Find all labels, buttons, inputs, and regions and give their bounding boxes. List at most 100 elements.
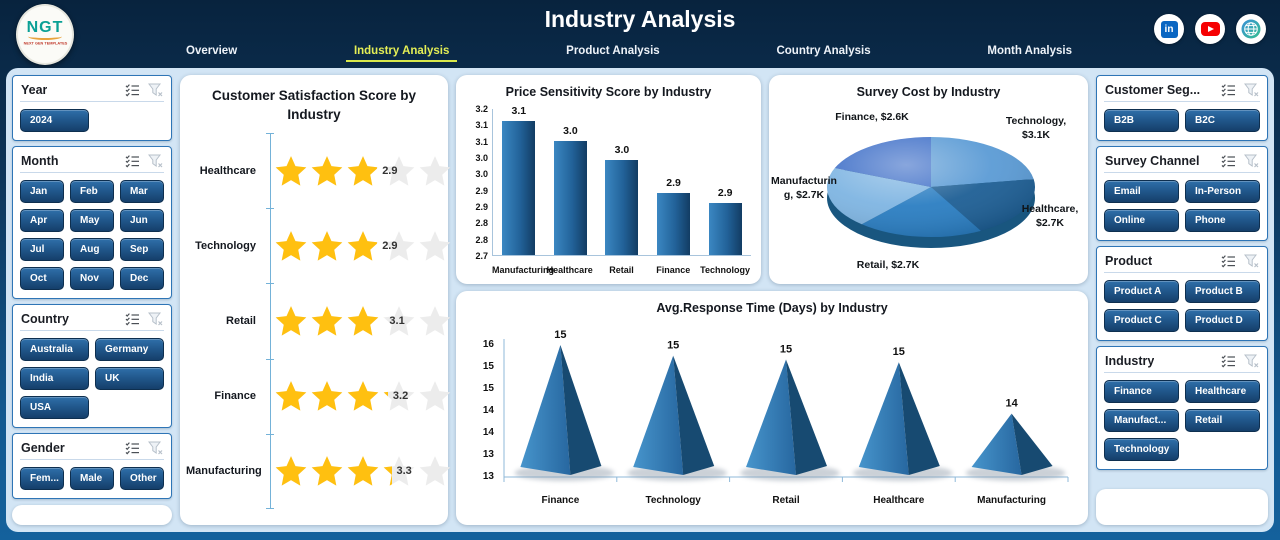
bar-healthcare: 3.0 <box>553 125 587 255</box>
filter-button-aug[interactable]: Aug <box>70 238 114 261</box>
filter-header-icons <box>125 441 163 455</box>
filter-panel-header: Gender <box>20 440 164 460</box>
filter-button-male[interactable]: Male <box>70 467 114 490</box>
nav-tab-month-analysis[interactable]: Month Analysis <box>987 45 1072 57</box>
clear-filter-icon[interactable] <box>1244 154 1259 168</box>
nav-tab-product-analysis[interactable]: Product Analysis <box>566 45 660 57</box>
clear-filter-icon[interactable] <box>1244 254 1259 268</box>
star-icon <box>419 381 451 411</box>
filled-stars-inner <box>274 380 388 412</box>
filter-button-mar[interactable]: Mar <box>120 180 164 203</box>
multi-select-icon[interactable] <box>1221 154 1236 168</box>
filter-panel-month: Month Jan Feb Mar Apr May Jun Jul Aug Sep Oct Nov De… <box>12 146 172 299</box>
filter-button-in-person[interactable]: In-Person <box>1185 180 1260 203</box>
filter-button-sep[interactable]: Sep <box>120 238 164 261</box>
filter-header-icons <box>125 154 163 168</box>
chart-area: Customer Satisfaction Score by Industry … <box>180 75 1088 525</box>
filter-button-phone[interactable]: Phone <box>1185 209 1260 232</box>
clear-filter-icon[interactable] <box>148 83 163 97</box>
filter-button-product-d[interactable]: Product D <box>1185 309 1260 332</box>
filter-button-nov[interactable]: Nov <box>70 267 114 290</box>
clear-filter-icon[interactable] <box>1244 354 1259 368</box>
star-icon <box>275 230 307 261</box>
multi-select-icon[interactable] <box>125 312 140 326</box>
clear-filter-icon[interactable] <box>148 154 163 168</box>
y-tick-label: 13 <box>482 471 494 482</box>
filled-stars <box>274 380 388 412</box>
chart-title: Survey Cost by Industry <box>856 85 1001 99</box>
filter-button-healthcare[interactable]: Healthcare <box>1185 380 1260 403</box>
filter-panel-product: Product Product A Product B Product C Produc… <box>1096 246 1268 341</box>
filter-button-feb[interactable]: Feb <box>70 180 114 203</box>
filter-button-germany[interactable]: Germany <box>95 338 164 361</box>
filter-button-technology[interactable]: Technology <box>1104 438 1179 461</box>
rating-row-manufacturing: Manufacturing 3.3 <box>186 433 451 509</box>
multi-select-icon[interactable] <box>1221 354 1236 368</box>
filter-button-oct[interactable]: Oct <box>20 267 64 290</box>
filter-button-product-a[interactable]: Product A <box>1104 280 1179 303</box>
multi-select-icon[interactable] <box>1221 254 1236 268</box>
filter-items: Jan Feb Mar Apr May Jun Jul Aug Sep Oct Nov Dec <box>20 180 164 290</box>
bar-rect <box>708 202 742 255</box>
filter-panel-header: Country <box>20 311 164 331</box>
nav-tab-overview[interactable]: Overview <box>186 45 238 57</box>
filter-button-fem[interactable]: Fem... <box>20 467 64 490</box>
y-tick-label: 3.1 <box>475 136 488 147</box>
filter-header-icons <box>1221 254 1259 268</box>
filter-button-2024[interactable]: 2024 <box>20 109 89 132</box>
multi-select-icon[interactable] <box>125 83 140 97</box>
x-tick-label: Finance <box>541 495 580 506</box>
clear-filter-icon[interactable] <box>148 441 163 455</box>
y-tick-label: 13 <box>482 449 494 460</box>
bar-value-label: 2.9 <box>717 186 733 199</box>
nav-tab-country-analysis[interactable]: Country Analysis <box>776 45 871 57</box>
filter-panel-industry: Industry Finance Healthcare Manufact... Reta… <box>1096 346 1268 470</box>
filter-button-product-b[interactable]: Product B <box>1185 280 1260 303</box>
filter-button-product-c[interactable]: Product C <box>1104 309 1179 332</box>
bar-value-label: 3.0 <box>563 124 578 137</box>
clear-filter-icon[interactable] <box>148 312 163 326</box>
y-tick-label: 2.7 <box>475 251 488 261</box>
right-filter-column: Customer Seg... B2B B2C Survey Channel Email… <box>1096 75 1268 525</box>
linkedin-icon[interactable]: in <box>1154 14 1184 44</box>
canvas: Year 2024 Month Jan Feb Mar Apr May Jun Jul Aug Sep… <box>6 68 1274 532</box>
satisfaction-rows: Healthcare 2.9 Technology 2.9 Retail 3.1 Finan… <box>186 133 451 509</box>
filter-button-jan[interactable]: Jan <box>20 180 64 203</box>
multi-select-icon[interactable] <box>125 441 140 455</box>
filter-button-uk[interactable]: UK <box>95 367 164 390</box>
star-icon <box>347 155 378 186</box>
filter-button-online[interactable]: Online <box>1104 209 1179 232</box>
filled-stars-inner <box>274 155 378 187</box>
filter-button-other[interactable]: Other <box>120 467 164 490</box>
filter-button-apr[interactable]: Apr <box>20 209 64 232</box>
filter-button-finance[interactable]: Finance <box>1104 380 1179 403</box>
filter-panel-customer-seg: Customer Seg... B2B B2C <box>1096 75 1268 141</box>
filter-button-dec[interactable]: Dec <box>120 267 164 290</box>
filter-button-email[interactable]: Email <box>1104 180 1179 203</box>
pie-label-retail: Retail, $2.7K <box>856 259 920 271</box>
multi-select-icon[interactable] <box>1221 83 1236 97</box>
pyramid-value-label: 14 <box>1005 398 1018 410</box>
clear-filter-icon[interactable] <box>1244 83 1259 97</box>
filter-button-jun[interactable]: Jun <box>120 209 164 232</box>
bar-value-label: 3.0 <box>614 144 630 157</box>
y-tick-label: 3.2 <box>475 104 488 114</box>
filter-button-b2c[interactable]: B2C <box>1185 109 1260 132</box>
filter-button-jul[interactable]: Jul <box>20 238 64 261</box>
globe-icon[interactable] <box>1236 14 1266 44</box>
nav-bar: Overview Industry Analysis Product Analysi… <box>178 45 1080 62</box>
filter-header-icons <box>1221 83 1259 97</box>
multi-select-icon[interactable] <box>125 154 140 168</box>
filter-button-india[interactable]: India <box>20 367 89 390</box>
filter-button-australia[interactable]: Australia <box>20 338 89 361</box>
filter-button-b2b[interactable]: B2B <box>1104 109 1179 132</box>
nav-tab-industry-analysis[interactable]: Industry Analysis <box>345 45 458 62</box>
youtube-icon[interactable] <box>1195 14 1225 44</box>
filled-stars <box>274 455 392 487</box>
filter-button-retail[interactable]: Retail <box>1185 409 1260 432</box>
filter-button-may[interactable]: May <box>70 209 114 232</box>
filter-button-manufact[interactable]: Manufact... <box>1104 409 1179 432</box>
left-filter-column: Year 2024 Month Jan Feb Mar Apr May Jun Jul Aug Sep… <box>12 75 172 525</box>
filter-button-usa[interactable]: USA <box>20 396 89 419</box>
social-icons: in <box>1154 14 1266 44</box>
